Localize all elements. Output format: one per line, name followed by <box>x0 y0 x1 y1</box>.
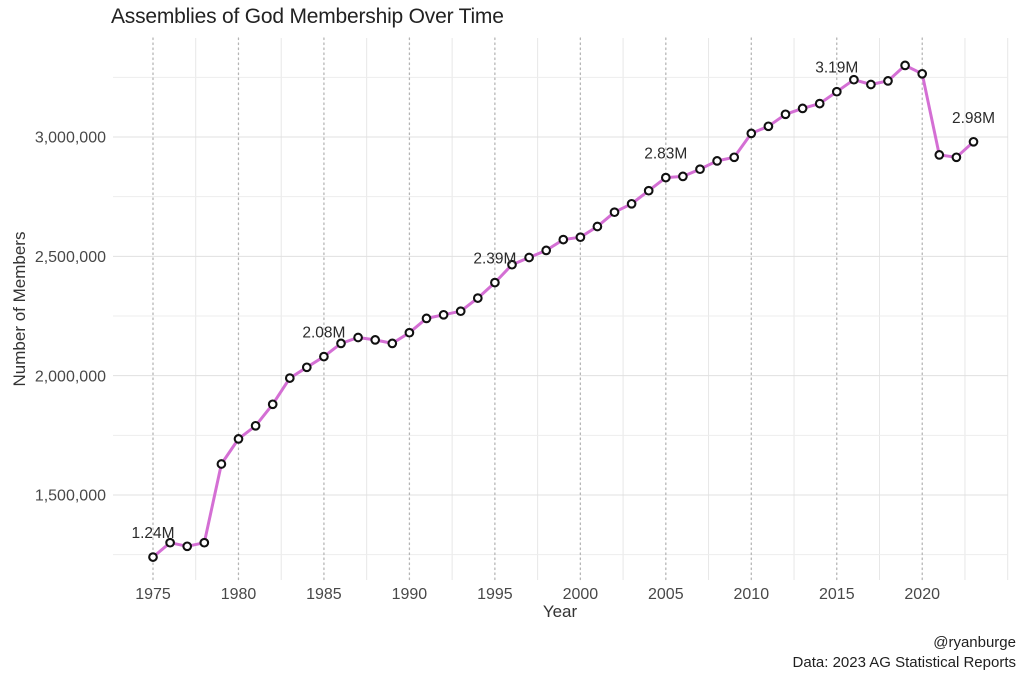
data-point <box>404 327 415 338</box>
data-point <box>524 252 534 263</box>
y-tick-label: 1,500,000 <box>35 488 106 505</box>
data-point <box>421 313 432 324</box>
data-point <box>866 79 876 90</box>
data-point <box>695 164 705 175</box>
caption-source: Data: 2023 AG Statistical Reports <box>792 654 1016 671</box>
data-point <box>199 537 210 548</box>
point-annotation: 2.83M <box>644 146 687 163</box>
data-point <box>319 351 329 362</box>
data-point <box>233 434 244 444</box>
data-point <box>609 207 620 218</box>
data-point <box>592 221 603 232</box>
data-point <box>849 74 859 85</box>
data-point <box>900 60 910 71</box>
data-point <box>387 338 398 349</box>
x-tick-label: 2020 <box>904 586 940 603</box>
data-point <box>182 541 193 552</box>
data-point <box>780 109 791 120</box>
x-axis-title: Year <box>542 602 578 621</box>
x-tick-label: 1995 <box>477 586 513 603</box>
data-point <box>438 309 449 320</box>
data-point <box>370 335 381 345</box>
point-annotation: 2.39M <box>473 251 516 268</box>
x-tick-label: 1985 <box>306 586 342 603</box>
data-point <box>284 373 295 383</box>
data-point <box>660 172 671 183</box>
data-point <box>968 136 979 147</box>
caption-author: @ryanburge <box>933 634 1016 651</box>
data-point <box>831 86 842 97</box>
data-point <box>353 332 363 343</box>
data-point <box>763 121 774 132</box>
x-tick-label: 1990 <box>392 586 428 603</box>
x-tick-label: 2005 <box>648 586 684 603</box>
data-point <box>678 171 688 182</box>
point-annotation: 3.19M <box>815 60 858 77</box>
data-point <box>507 259 517 270</box>
y-axis-title: Number of Members <box>10 231 29 387</box>
y-tick-label: 2,500,000 <box>35 249 106 266</box>
chart-title: Assemblies of God Membership Over Time <box>111 5 504 28</box>
data-point <box>148 552 158 562</box>
membership-line-series <box>151 63 975 559</box>
data-point <box>729 152 740 163</box>
data-point <box>165 537 175 548</box>
data-point <box>472 293 483 303</box>
x-tick-label: 2000 <box>563 586 599 603</box>
x-tick-label: 2010 <box>734 586 770 603</box>
x-tick-label: 1975 <box>135 586 171 603</box>
data-point <box>814 98 825 109</box>
data-point <box>712 156 722 166</box>
x-tick-label: 1980 <box>221 586 257 603</box>
y-tick-label: 3,000,000 <box>35 130 106 147</box>
data-point <box>934 150 945 160</box>
point-annotation: 2.08M <box>302 325 345 342</box>
y-tick-label: 2,000,000 <box>35 368 106 385</box>
data-point <box>575 232 586 243</box>
data-point <box>643 185 654 196</box>
x-tick-label: 2015 <box>819 586 855 603</box>
data-point <box>951 152 962 163</box>
point-annotation: 1.24M <box>131 525 174 542</box>
data-point <box>336 338 346 349</box>
data-point <box>626 198 637 209</box>
data-point <box>797 103 808 114</box>
data-point <box>216 459 227 469</box>
data-point <box>490 277 500 288</box>
data-point <box>558 234 569 245</box>
data-point <box>917 68 928 79</box>
point-annotation: 2.98M <box>952 110 995 127</box>
data-point <box>301 362 312 373</box>
data-point <box>746 128 757 139</box>
data-point <box>883 76 893 86</box>
data-point <box>267 399 278 410</box>
data-point <box>541 245 552 256</box>
data-point <box>455 306 466 317</box>
data-point <box>250 420 261 431</box>
